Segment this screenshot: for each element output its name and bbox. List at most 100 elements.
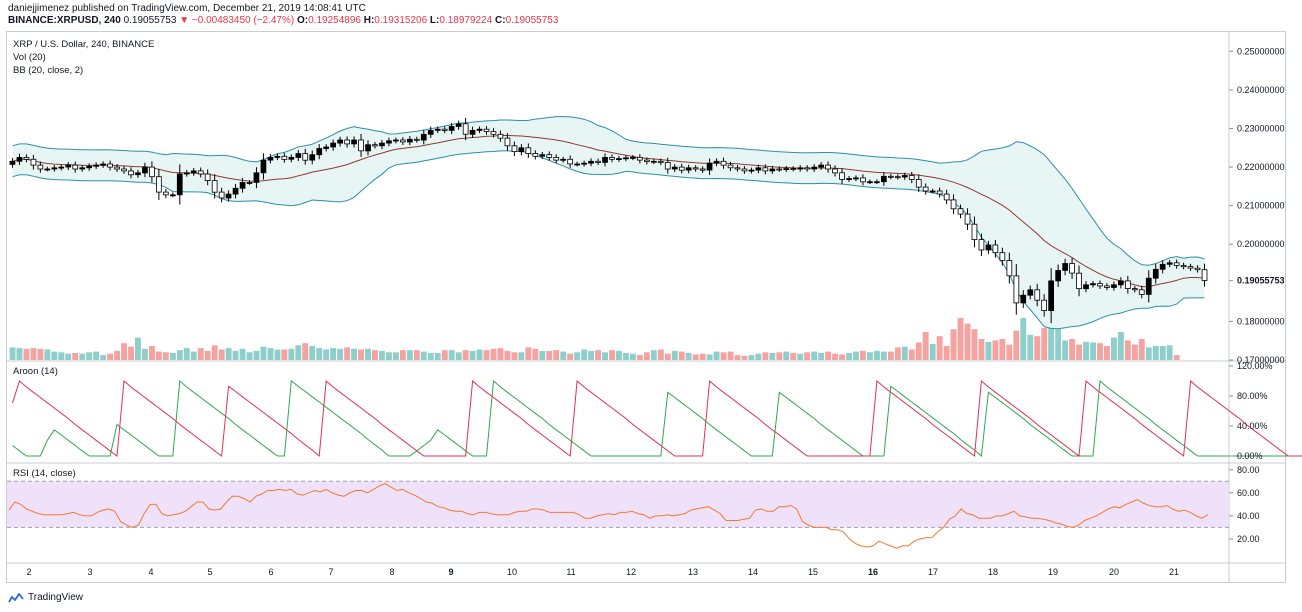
volume-bar xyxy=(664,353,671,360)
volume-bar xyxy=(372,350,378,360)
volume-bar xyxy=(406,350,413,360)
candle-body xyxy=(1187,266,1194,269)
candle-body xyxy=(441,128,448,131)
candle-body xyxy=(769,168,776,172)
volume-bar xyxy=(999,339,1006,360)
volume-bar xyxy=(943,346,950,360)
volume-bar xyxy=(985,341,992,360)
volume-bar xyxy=(455,352,462,360)
volume-bar xyxy=(1104,346,1110,360)
open-value: 0.19254896 xyxy=(308,15,361,26)
symbol-name[interactable]: BINANCE:XRPUSD, 240 xyxy=(8,15,121,26)
volume-bar xyxy=(58,352,65,360)
volume-bar xyxy=(225,348,232,360)
rsi-indicator-label[interactable]: RSI (14, close) xyxy=(13,468,76,479)
candle-body xyxy=(1034,289,1041,301)
volume-bar xyxy=(643,352,650,360)
volume-bar xyxy=(149,346,155,360)
volume-bar xyxy=(894,347,901,360)
volume-bar xyxy=(616,350,622,360)
candle-body xyxy=(16,156,23,162)
candle-body xyxy=(372,144,378,147)
volume-bar xyxy=(755,353,762,360)
candle-body xyxy=(867,181,873,184)
author-name[interactable]: daniejjimenez xyxy=(8,3,70,14)
volume-bar xyxy=(9,347,16,360)
candle-body xyxy=(358,139,364,152)
candle-body xyxy=(274,155,281,158)
candle-body xyxy=(51,167,58,170)
volume-indicator-label[interactable]: Vol (20) xyxy=(13,52,46,63)
candle-body xyxy=(9,160,16,165)
price-pane-title[interactable]: XRP / U.S. Dollar, 240, BINANCE xyxy=(13,39,155,50)
time-axis-label: 12 xyxy=(626,567,636,577)
volume-bar xyxy=(267,348,274,360)
volume-bar xyxy=(1013,330,1020,360)
time-axis-label: 5 xyxy=(207,567,212,577)
candle-body xyxy=(1132,288,1138,291)
candle-body xyxy=(225,193,232,199)
volume-bar xyxy=(476,349,483,360)
candle-body xyxy=(204,173,211,181)
price-axis-label: 0.18000000 xyxy=(1237,316,1285,326)
volume-bar xyxy=(281,349,288,360)
candle-body xyxy=(239,182,246,189)
time-axis-label: 4 xyxy=(148,567,153,577)
volume-bar xyxy=(37,348,44,360)
volume-bar xyxy=(811,351,818,360)
candle-body xyxy=(190,170,197,174)
chart-frame[interactable] xyxy=(6,31,1286,583)
rsi-line xyxy=(8,483,1209,549)
time-axis-label: 3 xyxy=(87,567,92,577)
candle-body xyxy=(1013,275,1020,304)
volume-bar xyxy=(518,352,525,360)
candle-body xyxy=(567,158,574,165)
volume-bar xyxy=(511,352,518,360)
volume-bar xyxy=(964,323,971,360)
bollinger-indicator-label[interactable]: BB (20, close, 2) xyxy=(13,65,84,76)
candle-body xyxy=(602,156,608,163)
volume-bar xyxy=(441,350,448,360)
candle-body xyxy=(748,169,755,172)
close-label: C: xyxy=(495,15,506,26)
candle-body xyxy=(253,172,260,183)
low-value: 0.18979224 xyxy=(439,15,493,26)
volume-bar xyxy=(197,348,204,360)
volume-bar xyxy=(797,353,804,360)
candle-body xyxy=(288,156,295,160)
candle-body xyxy=(922,186,929,192)
candle-body xyxy=(218,191,225,199)
candle-body xyxy=(755,167,762,171)
close-value: 0.19055753 xyxy=(505,15,559,26)
volume-bar xyxy=(1173,355,1180,360)
footer-brand[interactable]: TradingView xyxy=(8,592,83,603)
volume-bar xyxy=(72,353,79,360)
volume-bar xyxy=(1034,336,1041,360)
volume-bar xyxy=(734,355,741,360)
candle-body xyxy=(525,147,532,155)
volume-bar xyxy=(142,348,148,360)
aroon-indicator-label[interactable]: Aroon (14) xyxy=(13,366,58,377)
volume-bar xyxy=(239,348,246,360)
volume-bar xyxy=(741,355,748,360)
footer-brand-text: TradingView xyxy=(28,592,84,603)
candle-body xyxy=(434,128,441,131)
candle-body xyxy=(149,166,155,178)
candle-body xyxy=(427,129,434,135)
volume-bar xyxy=(657,349,664,360)
candle-body xyxy=(978,239,985,251)
volume-bar xyxy=(274,349,281,360)
volume-bar xyxy=(183,348,190,360)
candle-body xyxy=(1159,263,1166,270)
price-axis-label: 0.25000000 xyxy=(1237,46,1285,56)
volume-bar xyxy=(950,329,957,360)
candle-body xyxy=(323,146,330,149)
candle-body xyxy=(720,160,727,166)
volume-bar xyxy=(1083,341,1089,360)
aroon-axis-label: 0.00% xyxy=(1237,451,1263,461)
candle-body xyxy=(316,148,323,156)
candle-body xyxy=(943,193,950,201)
candle-body xyxy=(386,140,392,144)
volume-bar xyxy=(636,355,643,360)
